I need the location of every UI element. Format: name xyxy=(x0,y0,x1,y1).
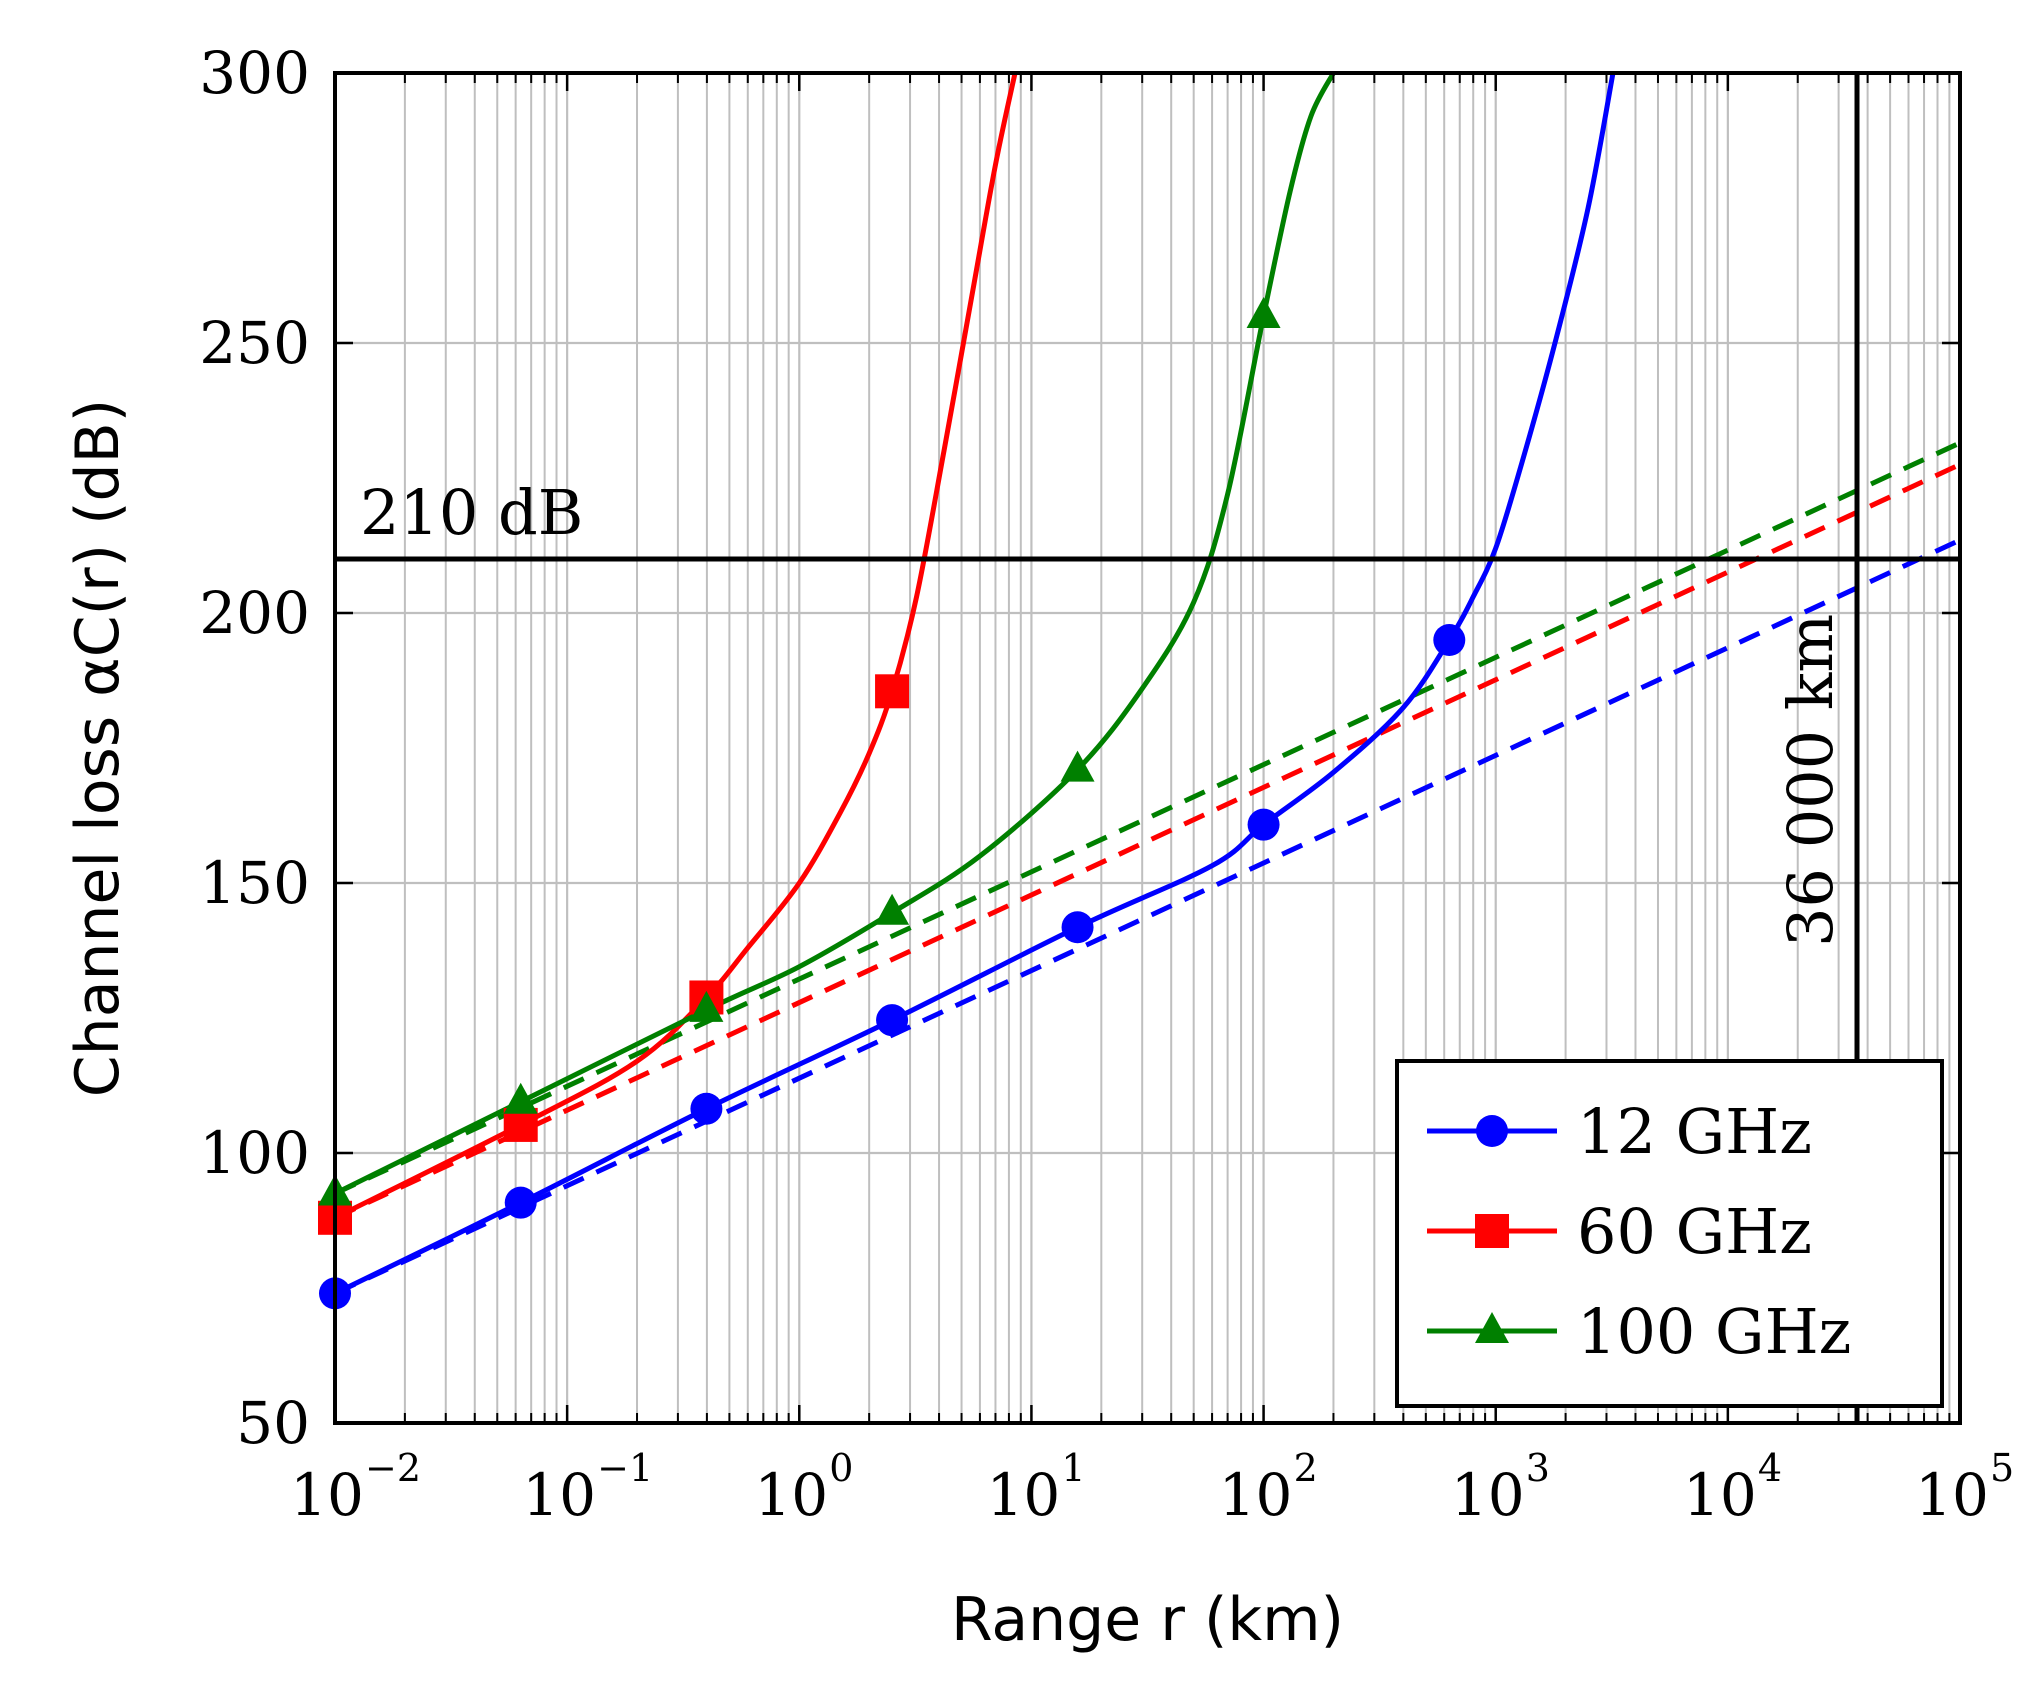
legend-entry: 100 GHz xyxy=(1427,1295,1851,1368)
legend-label: 60 GHz xyxy=(1577,1195,1812,1268)
series-line xyxy=(335,73,1336,1196)
x-tick-exponent: 3 xyxy=(1526,1446,1550,1490)
x-tick-exponent: 4 xyxy=(1758,1446,1782,1490)
free-space-line xyxy=(335,462,1960,1221)
plot-area xyxy=(318,73,1960,1310)
legend-entry: 60 GHz xyxy=(1427,1195,1812,1268)
data-point xyxy=(503,1082,538,1114)
data-point xyxy=(1476,1115,1508,1147)
y-tick-label: 100 xyxy=(199,1119,310,1187)
y-axis-label: Channel loss αC(r) (dB) xyxy=(63,399,133,1097)
data-point xyxy=(1246,297,1281,328)
axis-labels: Range r (km) Channel loss αC(r) (dB) xyxy=(63,399,1344,1655)
x-tick-exponent: 5 xyxy=(1990,1446,2014,1490)
x-tick-label: 10 xyxy=(290,1461,364,1529)
x-tick-exponent: −2 xyxy=(365,1446,421,1490)
legend-entry: 12 GHz xyxy=(1427,1095,1812,1168)
y-tick-label: 50 xyxy=(236,1389,310,1457)
x-tick-exponent: 0 xyxy=(829,1446,853,1490)
data-point xyxy=(1061,911,1094,944)
legend-label: 100 GHz xyxy=(1577,1295,1851,1368)
data-point xyxy=(1433,624,1466,656)
free-space-line xyxy=(335,440,1960,1196)
y-tick-label: 150 xyxy=(199,849,310,917)
x-tick-label: 10 xyxy=(754,1461,828,1529)
legend-label: 12 GHz xyxy=(1577,1095,1812,1168)
data-point xyxy=(1060,750,1095,782)
data-point xyxy=(876,1004,909,1037)
x-tick-label: 10 xyxy=(987,1461,1061,1529)
x-tick-label: 10 xyxy=(522,1461,596,1529)
y-tick-label: 250 xyxy=(199,309,310,377)
data-point xyxy=(875,674,910,709)
data-point xyxy=(689,990,724,1022)
x-tick-exponent: 2 xyxy=(1294,1446,1318,1490)
x-tick-label: 10 xyxy=(1451,1461,1525,1529)
reference-label: 36 000 km xyxy=(1774,614,1847,947)
data-point xyxy=(1475,1214,1509,1248)
x-tick-label: 10 xyxy=(1915,1461,1989,1529)
plot-frame xyxy=(333,71,1962,1425)
y-tick-label: 200 xyxy=(199,579,310,647)
data-point xyxy=(875,893,910,925)
x-tick-label: 10 xyxy=(1219,1461,1293,1529)
free-space-line xyxy=(335,537,1960,1296)
data-point xyxy=(504,1186,537,1219)
x-tick-exponent: −1 xyxy=(597,1446,653,1490)
data-point xyxy=(1475,1312,1509,1343)
x-tick-label: 10 xyxy=(1683,1461,1757,1529)
legend: 12 GHz 60 GHz 100 GHz xyxy=(1395,1059,1944,1408)
x-axis-label: Range r (km) xyxy=(951,1585,1344,1655)
data-point xyxy=(690,1092,723,1125)
axis-ticks: 10 −2 10 −1 10 0 10 1 10 2 10 3 10 4 10 550100150200250… xyxy=(199,39,2014,1529)
x-tick-exponent: 1 xyxy=(1061,1446,1085,1490)
y-tick-label: 300 xyxy=(199,39,310,107)
series-line xyxy=(335,73,1018,1221)
data-point xyxy=(1247,808,1280,841)
reference-label: 210 dB xyxy=(360,476,583,549)
